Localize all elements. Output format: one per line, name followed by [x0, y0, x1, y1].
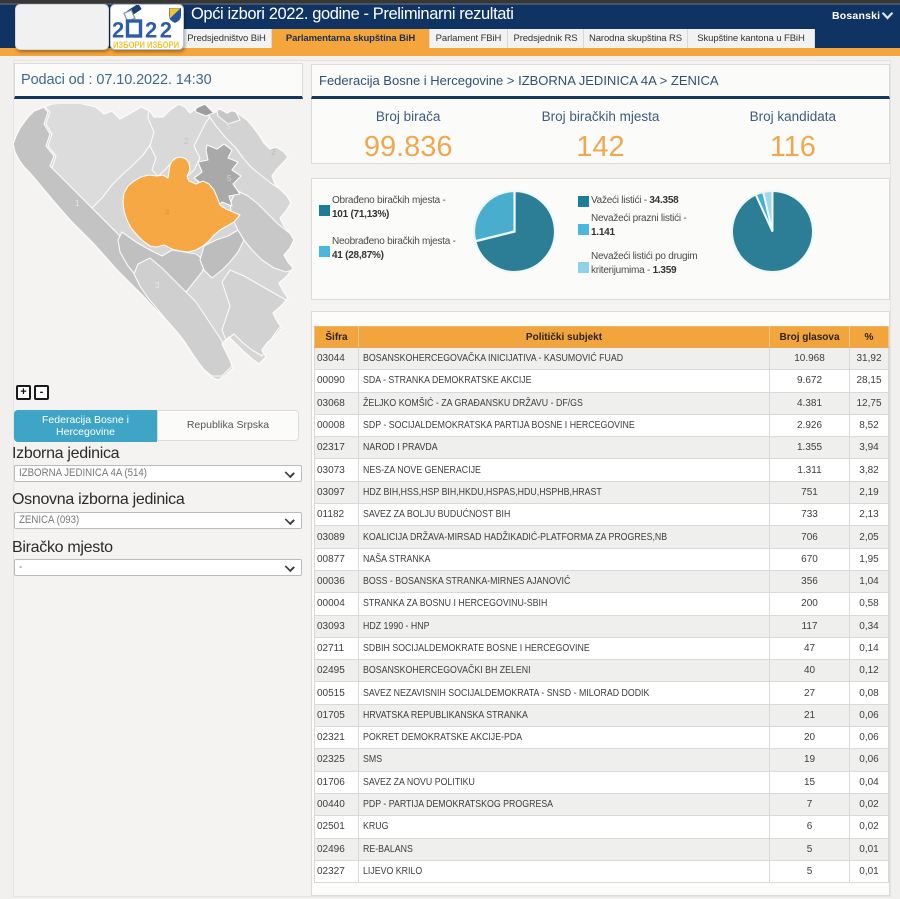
- svg-text:2: 2: [271, 148, 276, 157]
- svg-text:5: 5: [226, 122, 231, 131]
- svg-text:ИЗБОРИ ИЗБОРИ: ИЗБОРИ ИЗБОРИ: [113, 40, 179, 49]
- svg-text:4: 4: [165, 208, 170, 217]
- svg-text:3: 3: [155, 281, 160, 290]
- svg-text:2: 2: [112, 18, 124, 43]
- svg-text:2: 2: [184, 137, 189, 146]
- svg-text:1: 1: [75, 199, 80, 208]
- svg-text:22: 22: [145, 18, 174, 43]
- svg-text:5: 5: [227, 174, 232, 183]
